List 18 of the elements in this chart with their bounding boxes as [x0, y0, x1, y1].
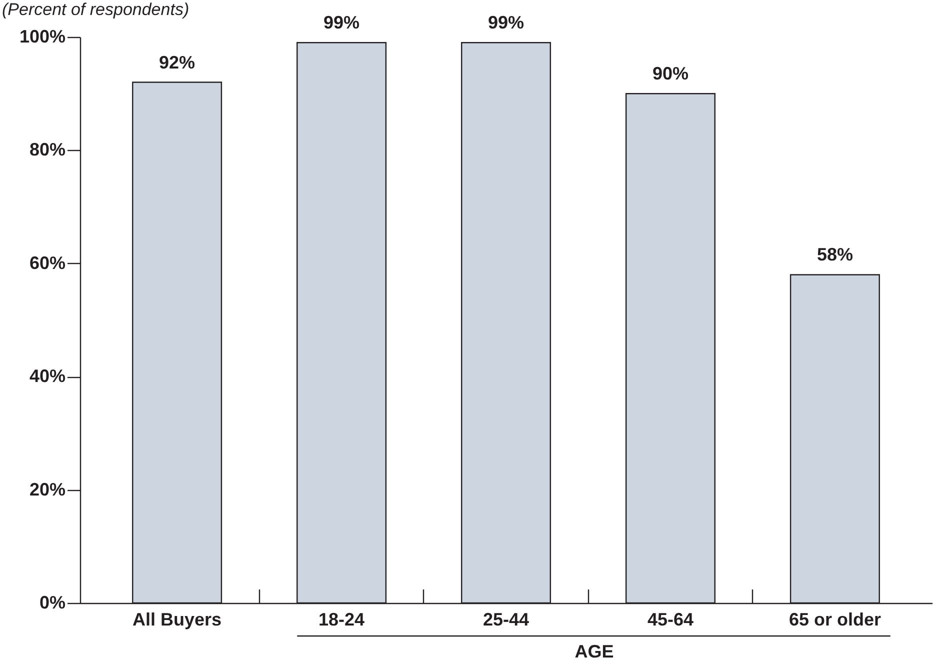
x-axis-title: AGE — [574, 642, 614, 660]
x-tick-label: 65 or older — [788, 610, 881, 630]
data-label: 99% — [488, 12, 524, 33]
data-label: 99% — [324, 12, 360, 33]
y-tick-label: 40% — [29, 366, 66, 386]
data-label: 90% — [652, 64, 688, 84]
x-tick-label: 18-24 — [318, 610, 365, 630]
y-tick-label: 60% — [29, 252, 66, 273]
x-tick-label: All Buyers — [132, 610, 222, 630]
y-tick-label: 0% — [39, 592, 66, 612]
y-tick-label: 100% — [19, 26, 66, 46]
data-label: 92% — [159, 52, 196, 72]
x-tick-label: 45-64 — [647, 610, 694, 630]
data-label: 58% — [816, 244, 853, 265]
chart-subtitle: (Percent of respondents) — [2, 0, 190, 19]
y-tick-label: 20% — [29, 479, 66, 500]
y-tick-label: 80% — [29, 140, 66, 160]
x-tick-label: 25-44 — [482, 610, 530, 630]
